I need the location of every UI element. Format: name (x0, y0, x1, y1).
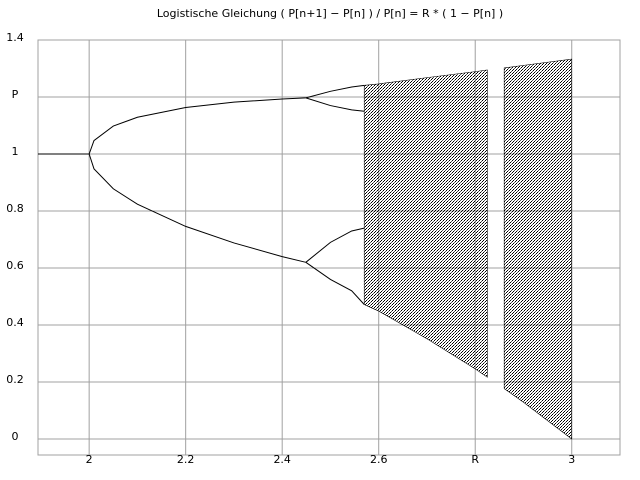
chaos-band (363, 69, 488, 378)
y-tick-label: 1.4 (6, 31, 24, 44)
x-tick-label: 3 (568, 453, 575, 466)
y-tick-label: 0 (12, 430, 19, 443)
y-tick-label: 0.2 (6, 373, 24, 386)
y-tick-label: P (12, 88, 19, 101)
x-tick-label: 2.6 (370, 453, 388, 466)
y-tick-label: 0.8 (6, 202, 24, 215)
branch-line (88, 97, 306, 155)
branch-line (305, 227, 365, 263)
x-tick-label: R (471, 453, 479, 466)
branch-line (305, 97, 365, 112)
chart-title: Logistische Gleichung ( P[n+1] − P[n] ) … (157, 7, 503, 20)
x-tick-label: 2 (86, 453, 93, 466)
y-tick-label: 0.6 (6, 259, 24, 272)
y-tick-label: 1 (12, 145, 19, 158)
branch-line (305, 261, 365, 305)
x-tick-label: 2.4 (273, 453, 291, 466)
y-tick-label: 0.4 (6, 316, 24, 329)
branch-line (88, 153, 306, 263)
x-tick-label: 2.2 (177, 453, 195, 466)
chaos-band (503, 58, 573, 440)
branch-line (305, 84, 365, 99)
